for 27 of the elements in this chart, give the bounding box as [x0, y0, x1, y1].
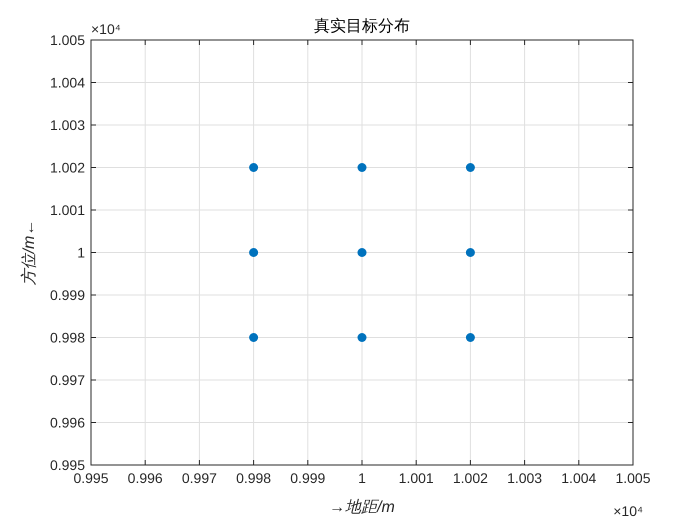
x-tick-label: 1.002 — [452, 470, 488, 486]
y-axis-title: 方位/m← — [20, 220, 38, 286]
x-axis-title: →地距/m — [329, 498, 395, 516]
x-tick-label: 0.997 — [182, 470, 218, 486]
y-tick-label: 1.005 — [50, 32, 86, 48]
text: ×10⁴ — [613, 503, 643, 519]
chart-title: 真实目标分布 — [314, 17, 410, 35]
y-tick-label: 1.004 — [50, 74, 86, 90]
y-tick-label: 1.003 — [50, 117, 86, 133]
y-tick-label: 0.998 — [50, 330, 86, 346]
text: ×10⁴ — [91, 21, 121, 37]
x-tick-label: 0.999 — [290, 470, 326, 486]
x-tick-label: 0.995 — [73, 470, 109, 486]
x-tick-label: 0.996 — [128, 470, 163, 486]
y-tick-label: 0.999 — [50, 287, 86, 303]
x-tick-label: 0.998 — [236, 470, 272, 486]
x-tick-label: 1.003 — [507, 470, 542, 486]
y-tick-label: 1.002 — [50, 160, 86, 176]
y-tick-label: 0.997 — [50, 372, 86, 388]
y-tick-label: 0.995 — [50, 457, 86, 473]
y-tick-label: 0.996 — [50, 414, 86, 430]
x-tick-label: 1 — [358, 470, 366, 486]
x-tick-label: 1.001 — [398, 470, 434, 486]
y-tick-label: 1.001 — [50, 202, 86, 218]
x-tick-label: 1.005 — [615, 470, 651, 486]
y-tick-label: 1 — [77, 244, 86, 260]
x-tick-label: 1.004 — [561, 470, 597, 486]
